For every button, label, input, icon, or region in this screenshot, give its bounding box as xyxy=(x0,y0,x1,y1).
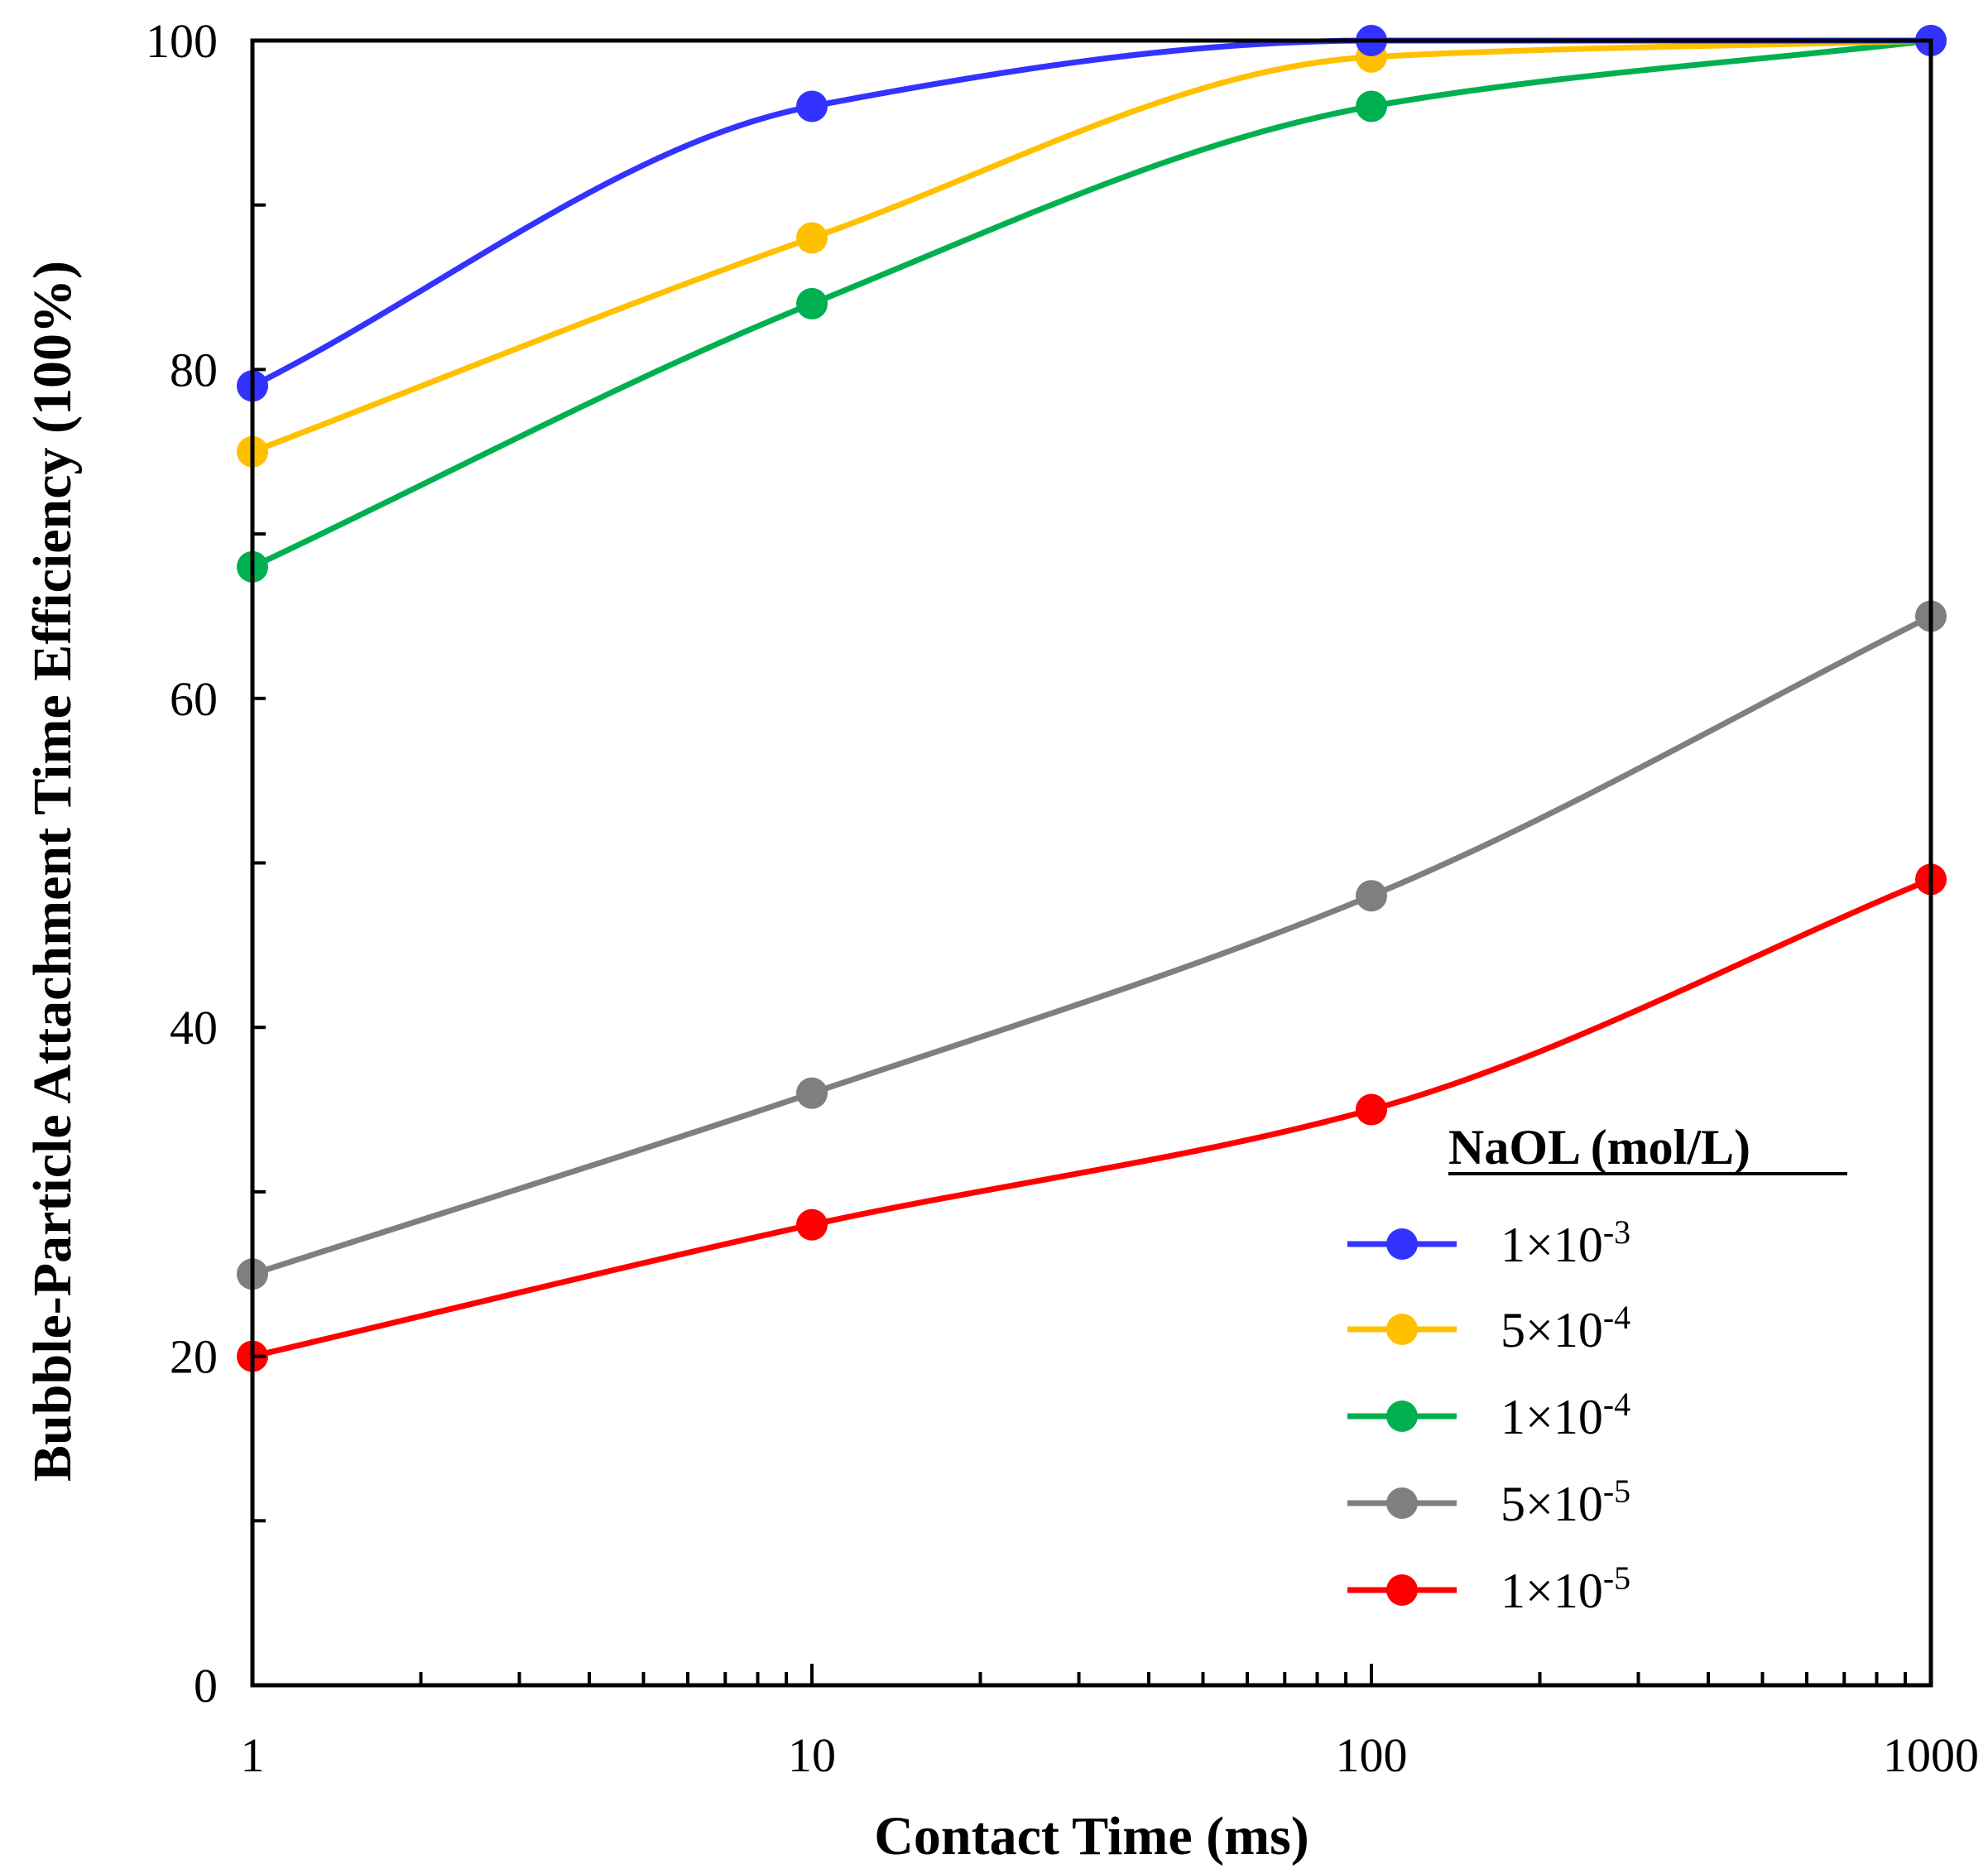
y-tick-label: 20 xyxy=(170,1330,218,1384)
legend-swatch-marker xyxy=(1386,1228,1418,1260)
legend-label-base: 1×10 xyxy=(1501,1390,1603,1444)
data-point xyxy=(1356,1093,1387,1126)
legend-item: 5×10-5 xyxy=(1347,1473,1630,1531)
plot-frame xyxy=(250,38,1933,1688)
legend-label: 1×10-5 xyxy=(1501,1559,1630,1618)
x-tick-label: 1000 xyxy=(1883,1728,1979,1782)
data-point xyxy=(796,1208,828,1241)
x-axis-title: Contact Time (ms) xyxy=(874,1806,1309,1867)
legend-label-base: 5×10 xyxy=(1501,1477,1603,1531)
series-3 xyxy=(237,25,1947,583)
axis-layer: 0 20 40 60 80 100 1 10 100 1000 xyxy=(146,14,1979,1782)
legend-swatch-marker xyxy=(1386,1314,1418,1345)
series-line xyxy=(251,37,1932,569)
legend-label-base: 1×10 xyxy=(1501,1218,1603,1272)
data-point xyxy=(796,90,828,123)
legend-label: 5×10-4 xyxy=(1501,1299,1630,1357)
legend-swatch-marker xyxy=(1386,1401,1418,1432)
series-5 xyxy=(237,863,1947,1372)
legend-label-base: 1×10 xyxy=(1501,1564,1603,1618)
legend-item: 1×10-5 xyxy=(1347,1559,1630,1618)
series-line xyxy=(251,37,1932,455)
y-tick-label: 0 xyxy=(194,1659,218,1713)
legend-item: 1×10-4 xyxy=(1347,1386,1630,1444)
legend-label: 1×10-4 xyxy=(1501,1386,1630,1444)
series-line xyxy=(251,613,1933,1277)
data-point xyxy=(796,222,828,254)
data-point xyxy=(1356,880,1387,912)
legend-label: 5×10-5 xyxy=(1501,1473,1630,1531)
legend-label-exponent: -4 xyxy=(1603,1299,1630,1336)
series-4 xyxy=(237,600,1947,1290)
y-tick-label: 40 xyxy=(170,1001,218,1055)
legend-swatch-marker xyxy=(1386,1487,1418,1519)
x-tick-label: 10 xyxy=(788,1728,836,1782)
legend-label: 1×10-3 xyxy=(1501,1213,1630,1272)
legend-item: 1×10-3 xyxy=(1347,1213,1630,1272)
legend: NaOL (mol/L) 1×10-35×10-41×10-45×10-51×1… xyxy=(1347,1120,1847,1618)
series-line xyxy=(251,37,1931,389)
data-point xyxy=(796,287,828,320)
y-tick-label: 60 xyxy=(170,672,218,726)
legend-label-exponent: -5 xyxy=(1603,1473,1630,1510)
series-1 xyxy=(237,25,1947,402)
data-point xyxy=(796,1077,828,1109)
x-tick-label: 100 xyxy=(1336,1728,1408,1782)
legend-label-base: 5×10 xyxy=(1501,1303,1603,1357)
x-tick-label: 1 xyxy=(241,1728,265,1782)
legend-item: 5×10-4 xyxy=(1347,1299,1630,1357)
y-axis-title: Bubble-Particle Attachment Time Efficien… xyxy=(22,261,83,1482)
data-point xyxy=(1356,90,1387,123)
y-tick-label: 100 xyxy=(146,14,218,68)
series-line xyxy=(252,877,1933,1360)
y-tick-label: 80 xyxy=(170,343,218,396)
legend-swatch-marker xyxy=(1386,1574,1418,1606)
legend-label-exponent: -4 xyxy=(1603,1386,1630,1423)
legend-label-exponent: -3 xyxy=(1603,1213,1630,1251)
legend-title: NaOL (mol/L) xyxy=(1448,1120,1750,1175)
legend-label-exponent: -5 xyxy=(1603,1559,1630,1597)
